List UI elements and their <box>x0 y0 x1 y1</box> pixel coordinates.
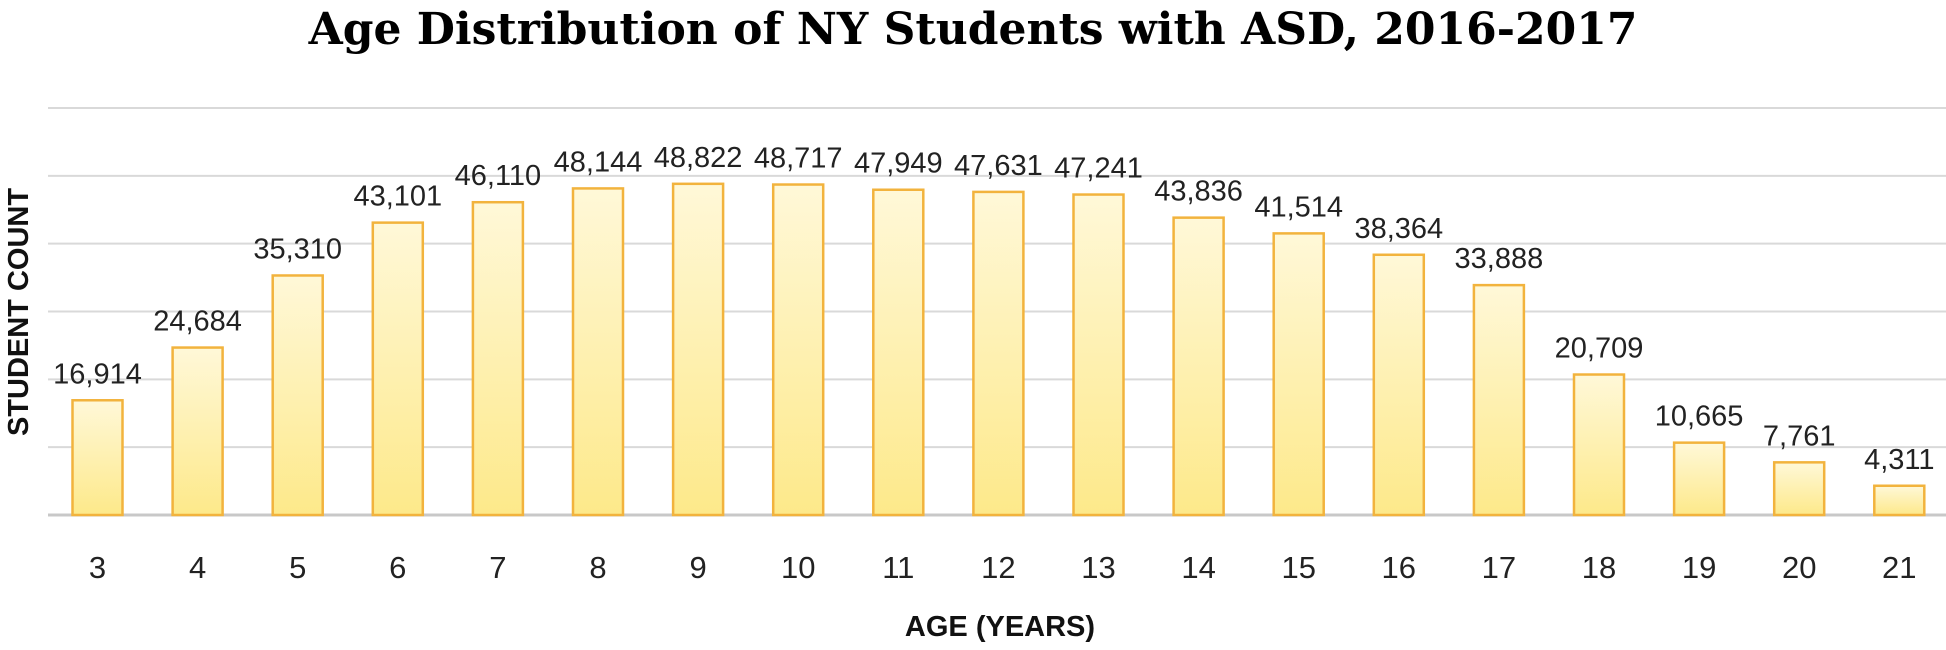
x-tick-label: 18 <box>1582 550 1616 585</box>
x-tick-label: 6 <box>389 550 406 585</box>
bar-age-3 <box>71 399 124 517</box>
data-label-age-19: 10,665 <box>1655 401 1744 433</box>
bar-age-12 <box>972 190 1025 517</box>
x-tick-label: 14 <box>1181 550 1215 585</box>
x-tick-label: 19 <box>1682 550 1716 585</box>
x-tick-label: 20 <box>1782 550 1816 585</box>
bar-age-8 <box>571 187 625 517</box>
data-label-age-5: 35,310 <box>253 233 342 265</box>
x-tick-label: 8 <box>589 550 606 585</box>
bar-age-14 <box>1172 216 1225 517</box>
bar-age-7 <box>471 200 525 517</box>
bar-age-16 <box>1372 253 1426 517</box>
data-label-age-11: 47,949 <box>854 148 943 180</box>
bar-age-20 <box>1772 461 1826 517</box>
bar-age-21 <box>1873 484 1926 517</box>
data-label-age-12: 47,631 <box>954 150 1043 182</box>
x-tick-labels: 3 4 5 6 7 8 9 10 11 12 13 14 15 16 17 18 19 20 21 <box>89 550 1917 585</box>
data-label-age-6: 43,101 <box>353 181 442 213</box>
x-tick-label: 7 <box>489 550 506 585</box>
x-tick-label: 15 <box>1281 550 1315 585</box>
bar-age-11 <box>872 188 925 517</box>
x-tick-label: 9 <box>689 550 706 585</box>
data-label-age-3: 16,914 <box>53 358 142 390</box>
data-label-age-7: 46,110 <box>455 160 542 192</box>
data-label-age-14: 43,836 <box>1154 176 1243 208</box>
x-tick-label: 17 <box>1482 550 1516 585</box>
data-label-age-10: 48,717 <box>754 143 843 175</box>
data-label-age-21: 4,311 <box>1864 444 1934 476</box>
data-label-age-18: 20,709 <box>1555 333 1644 365</box>
bar-age-17 <box>1472 283 1526 517</box>
data-label-age-17: 33,888 <box>1455 243 1544 275</box>
bar-age-13 <box>1072 193 1125 517</box>
bar-age-4 <box>171 346 224 517</box>
y-axis-title: STUDENT COUNT <box>3 188 35 436</box>
x-tick-label: 10 <box>781 550 815 585</box>
data-label-age-15: 41,514 <box>1254 191 1343 223</box>
data-label-age-16: 38,364 <box>1354 213 1443 245</box>
bar-age-19 <box>1672 441 1726 517</box>
x-tick-label: 11 <box>882 550 914 585</box>
x-tick-label: 13 <box>1081 550 1115 585</box>
x-tick-label: 3 <box>89 550 106 585</box>
chart-title: Age Distribution of NY Students with ASD… <box>308 4 1638 55</box>
data-label-age-4: 24,684 <box>153 306 242 338</box>
data-label-age-9: 48,822 <box>654 142 743 174</box>
x-tick-label: 21 <box>1882 550 1916 585</box>
bars <box>71 182 1926 517</box>
data-label-age-13: 47,241 <box>1054 153 1143 185</box>
bar-age-9 <box>671 182 725 517</box>
bar-age-10 <box>771 183 825 517</box>
x-tick-label: 12 <box>981 550 1015 585</box>
data-labels: 16,914 24,684 35,310 43,101 46,110 48,144 48,8… <box>53 142 1934 476</box>
bar-age-15 <box>1272 232 1325 517</box>
x-tick-label: 16 <box>1382 550 1416 585</box>
bar-age-6 <box>371 221 425 517</box>
x-tick-label: 5 <box>289 550 306 585</box>
x-tick-label: 4 <box>189 550 206 585</box>
data-label-age-8: 48,144 <box>554 146 643 178</box>
data-label-age-20: 7,761 <box>1763 420 1836 452</box>
x-axis-title: AGE (YEARS) <box>905 611 1095 643</box>
bar-age-18 <box>1572 373 1626 517</box>
bar-age-5 <box>271 274 324 517</box>
